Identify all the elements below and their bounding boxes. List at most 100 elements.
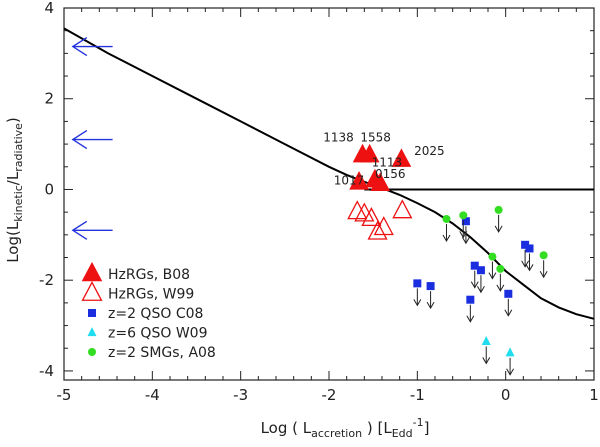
upper-limit-arrow-icon [496,273,505,292]
model-curve [63,27,595,320]
source-label: 1113 [372,155,403,169]
left-arrow-head [71,220,88,240]
left-arrow-head [71,36,88,57]
upper-limit-arrow-icon [470,270,479,289]
legend-marker-smg-a08 [88,348,96,356]
legend-label: HzRGs, W99 [108,287,194,303]
upper-limit-arrow-head [496,284,505,292]
data-point-qso-c08 [521,240,530,249]
legend-item: HzRGs, W99 [81,281,194,303]
x-tick-label: -1 [410,386,425,404]
upper-limit-arrow-head [521,260,530,268]
data-point-w99 [392,199,413,219]
y-tick-label: 0 [44,180,54,198]
upper-limit-arrow-head [477,285,485,294]
upper-limit-arrow-icon [413,288,422,307]
upper-limit-arrow-head [482,357,491,365]
upper-limit-arrow-icon [488,261,497,280]
legend-item: HzRGs, B08 [81,261,190,283]
upper-limit-arrow-icon [477,275,485,294]
data-point-qso-c08 [466,295,475,304]
upper-limit-arrow-head [506,368,515,376]
data-point-smg-a08 [488,252,497,261]
left-arrow-head [71,129,88,150]
source-label: 1138 [323,130,354,144]
upper-limit-arrow-head [504,309,513,317]
data-point-qso-w09 [505,347,515,357]
x-tick-label: -3 [233,386,248,404]
upper-limit-arrow-icon [482,346,491,365]
data-point-qso-c08 [470,261,479,270]
legend-item: z=2 QSO C08 [88,306,203,322]
data-point-qso-c08 [426,282,435,291]
upper-limit-arrow-head [494,225,503,233]
legend-marker-b08 [81,261,103,282]
y-tick-label: 2 [44,90,54,108]
upper-limit-arrow-head [470,281,479,289]
upper-limit-arrow-head [525,264,534,272]
y-tick-label: 4 [44,0,54,17]
data-point-b08 [370,172,391,191]
upper-limit-arrow-icon [459,220,468,239]
data-point-qso-c08 [525,244,534,253]
legend-label: z=2 QSO C08 [108,306,203,322]
source-label: 2025 [414,144,445,158]
legend-marker-qso-w09 [87,327,97,337]
data-point-qso-w09 [481,336,491,346]
upper-limit-arrow-head [539,270,548,279]
upper-limit-arrow-icon [504,298,513,317]
upper-limit-arrow-icon [466,304,475,323]
data-point-smg-a08 [459,211,468,220]
data-point-w99 [361,207,382,227]
upper-limit-arrow-icon [525,253,534,272]
upper-limit-arrow-head [488,272,497,280]
y-tick-label: -2 [39,271,54,289]
y-tick-label: -4 [39,362,54,380]
upper-limit-arrow-icon [494,214,503,233]
upper-limit-arrow-icon [442,223,451,242]
upper-limit-arrow-head [413,299,422,307]
x-tick-label: -4 [145,386,160,404]
legend-marker-w99 [81,281,103,301]
upper-limit-arrow-icon [426,291,435,310]
data-point-w99 [367,220,388,240]
data-point-smg-a08 [494,205,503,214]
x-axis-label: Log ( Laccretion ) [LEdd-1] [261,416,430,440]
data-point-qso-c08 [504,289,513,298]
upper-limit-arrow-head [461,236,470,245]
data-point-b08 [349,171,369,190]
x-tick-label: -5 [57,386,72,404]
upper-limit-arrow-head [459,231,468,239]
legend-label: z=2 SMGs, A08 [108,345,216,361]
left-arrow-icon [71,220,113,240]
legend-marker-qso-c08 [88,309,96,317]
source-label: 1017 [334,174,365,188]
source-label: 1558 [360,130,391,144]
left-arrow-icon [71,36,113,57]
data-point-w99 [373,216,394,236]
source-label: 0156 [375,167,406,181]
upper-limit-arrow-head [442,234,451,242]
upper-limit-arrow-icon [461,226,470,245]
data-point-b08 [391,148,412,167]
legend-item: z=6 QSO W09 [87,326,207,342]
upper-limit-arrow-head [426,301,435,310]
legend-label: HzRGs, B08 [108,267,190,283]
data-point-b08 [359,143,380,163]
y-axis-label: Log(Lkinetic/Lradiative) [4,117,25,263]
data-point-qso-c08 [461,217,470,226]
data-point-smg-a08 [442,214,451,223]
upper-limit-arrow-icon [521,249,530,268]
x-tick-label: -2 [322,386,337,404]
upper-limit-arrow-icon [506,357,515,376]
legend-label: z=6 QSO W09 [108,326,207,342]
data-point-qso-c08 [413,279,422,288]
left-arrow-icon [71,129,113,150]
plot-frame [63,7,595,381]
data-point-smg-a08 [496,264,505,273]
x-tick-label: 1 [589,386,599,404]
upper-limit-arrow-head [466,315,475,323]
legend-item: z=2 SMGs, A08 [88,345,216,361]
data-point-qso-c08 [476,266,485,275]
